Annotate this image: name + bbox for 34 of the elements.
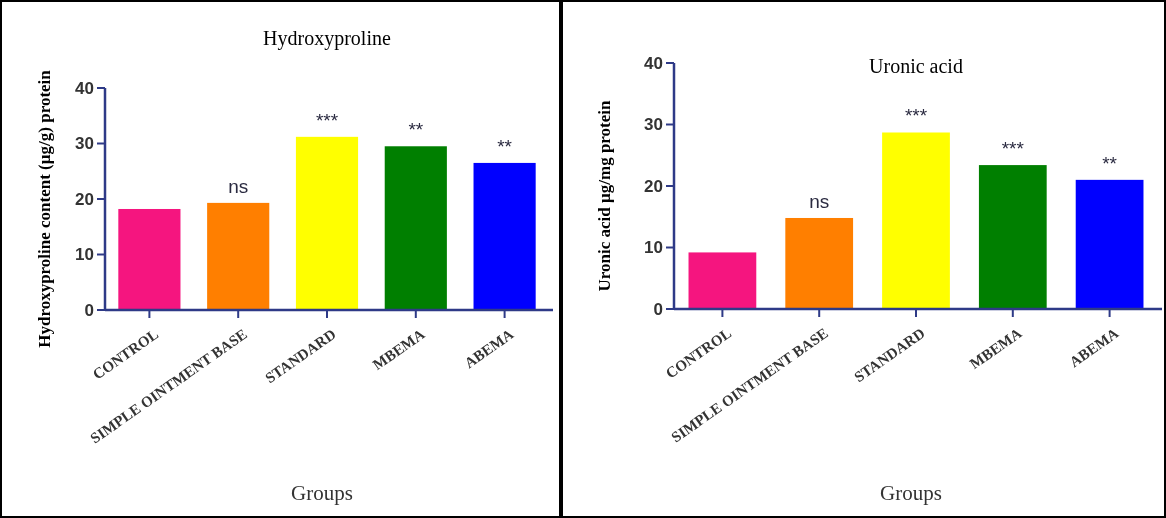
bar bbox=[384, 146, 447, 310]
chart-title: Hydroxyproline bbox=[263, 27, 391, 50]
annotation: ns bbox=[809, 190, 830, 212]
y-tick-label: 30 bbox=[644, 115, 663, 135]
y-axis-title: Uronic acid µg/mg protein bbox=[595, 99, 614, 292]
chart-title: Uronic acid bbox=[869, 55, 963, 77]
y-tick-label: 20 bbox=[75, 189, 94, 209]
bar bbox=[882, 132, 950, 309]
y-tick-label: 20 bbox=[644, 176, 663, 196]
annotation: *** bbox=[904, 105, 928, 127]
y-tick-label: 40 bbox=[644, 53, 663, 73]
y-tick-label: 30 bbox=[75, 134, 94, 154]
bar bbox=[785, 217, 854, 309]
bar bbox=[978, 165, 1047, 309]
bar bbox=[118, 208, 181, 310]
annotation: ns bbox=[228, 175, 249, 197]
annotation: *** bbox=[315, 109, 339, 131]
annotation: ** bbox=[1102, 152, 1118, 174]
y-tick-label: 10 bbox=[644, 238, 663, 258]
x-axis-title: Groups bbox=[291, 481, 353, 505]
y-tick-label: 0 bbox=[653, 299, 663, 319]
y-tick-label: 40 bbox=[75, 78, 94, 98]
bar bbox=[207, 202, 270, 310]
annotation: ** bbox=[497, 135, 513, 157]
bar bbox=[688, 252, 757, 309]
annotation: ** bbox=[408, 119, 424, 141]
bar bbox=[473, 162, 536, 310]
bar bbox=[295, 136, 359, 310]
y-tick-label: 10 bbox=[75, 245, 94, 265]
y-axis-title: Hydroxyproline content (µg/g) protein bbox=[35, 69, 54, 348]
y-tick-label: 0 bbox=[84, 300, 94, 320]
annotation: *** bbox=[1001, 138, 1025, 160]
x-axis-title: Groups bbox=[880, 481, 942, 505]
bar bbox=[1075, 179, 1144, 309]
